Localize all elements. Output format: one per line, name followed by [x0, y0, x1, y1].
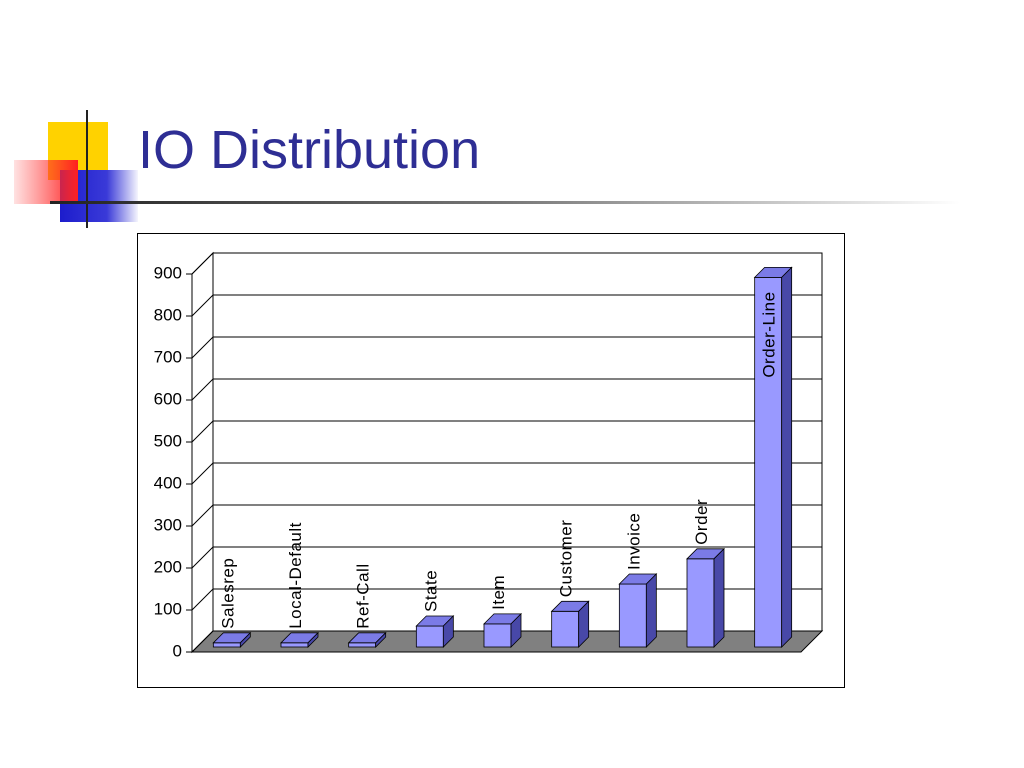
- bar-side: [578, 600, 590, 648]
- bar-side: [375, 631, 387, 648]
- bar-front: [483, 623, 512, 648]
- bar: [483, 612, 522, 648]
- grid-line: [191, 252, 822, 275]
- bar-front: [686, 558, 715, 648]
- x-tick-label: Invoice: [624, 513, 643, 570]
- grid-line: [191, 294, 822, 317]
- y-tick-label: 700: [154, 347, 182, 366]
- bar-front: [618, 583, 647, 648]
- grid-line: [191, 420, 822, 443]
- x-tick-label: Salesrep: [218, 558, 237, 629]
- bar: [753, 266, 793, 648]
- deco-hline: [50, 201, 960, 204]
- x-tick-label: Customer: [557, 520, 576, 598]
- slide-title: IO Distribution: [138, 120, 480, 180]
- bar: [280, 631, 319, 648]
- x-tick-label: Order-Line: [760, 291, 779, 377]
- bar-side: [442, 615, 454, 648]
- bar-side: [713, 547, 725, 648]
- bar-front: [415, 625, 444, 648]
- y-tick-label: 200: [154, 557, 182, 576]
- grid-line: [191, 546, 822, 569]
- bar: [550, 600, 590, 648]
- bar-side: [645, 573, 657, 648]
- bar: [686, 547, 725, 648]
- bar-front: [348, 642, 377, 648]
- bar-side: [781, 266, 793, 648]
- grid-line: [191, 504, 822, 527]
- y-tick-label: 400: [154, 473, 182, 492]
- y-tick-label: 800: [154, 305, 182, 324]
- y-tick-label: 500: [154, 431, 182, 450]
- bar-front: [280, 642, 309, 648]
- bar: [618, 573, 658, 648]
- x-tick-label: Local-Default: [286, 522, 305, 629]
- bar-front: [551, 610, 580, 648]
- bar-side: [239, 631, 251, 648]
- grid-line: [191, 462, 822, 485]
- y-tick-label: 0: [173, 641, 182, 660]
- bar-side: [510, 612, 522, 648]
- y-tick-label: 300: [154, 515, 182, 534]
- y-tick-label: 900: [154, 263, 182, 282]
- bar-side: [307, 631, 319, 648]
- grid-line: [191, 378, 822, 401]
- bar-front: [754, 276, 783, 648]
- x-tick-label: Ref-Call: [354, 563, 373, 628]
- bar: [415, 615, 455, 648]
- x-tick-label: Item: [489, 575, 508, 610]
- bar: [212, 631, 252, 648]
- bar-front: [212, 642, 241, 648]
- x-tick-label: Order: [692, 499, 711, 545]
- grid-line: [191, 336, 822, 359]
- plot: 0 100 200 300 400 500 600 700 800 900 Salesrep Loca…: [154, 251, 824, 660]
- x-tick-label: State: [421, 570, 440, 612]
- y-tick-label: 100: [154, 599, 182, 618]
- deco-red: [14, 160, 78, 204]
- y-tick-label: 600: [154, 389, 182, 408]
- bar: [347, 631, 387, 648]
